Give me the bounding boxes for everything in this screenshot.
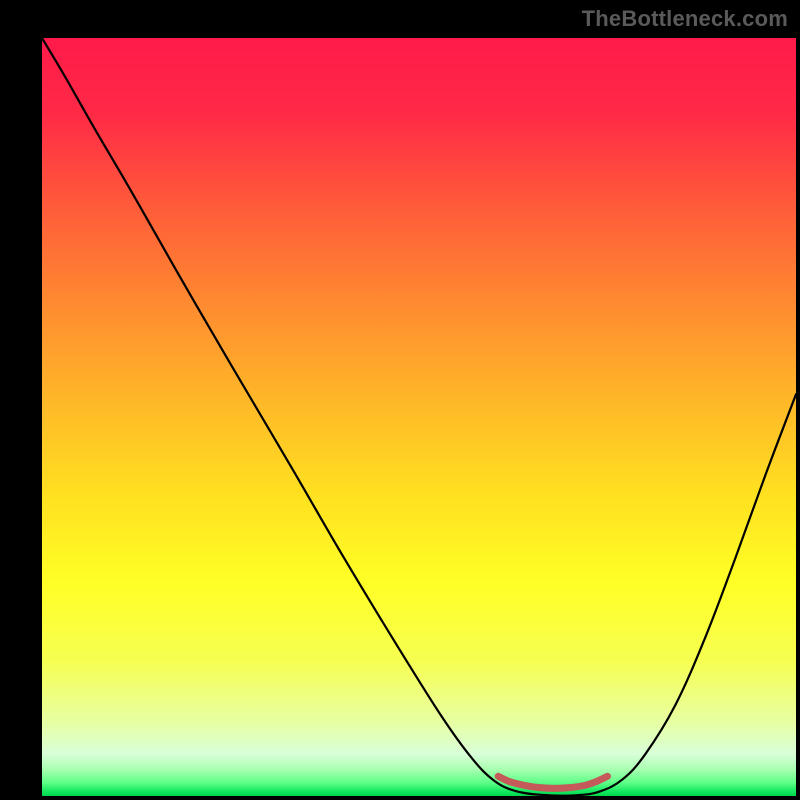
- bottleneck-curve-chart: [42, 38, 796, 796]
- chart-container: TheBottleneck.com: [0, 0, 800, 800]
- plot-area: [42, 38, 796, 796]
- watermark-text: TheBottleneck.com: [582, 6, 788, 32]
